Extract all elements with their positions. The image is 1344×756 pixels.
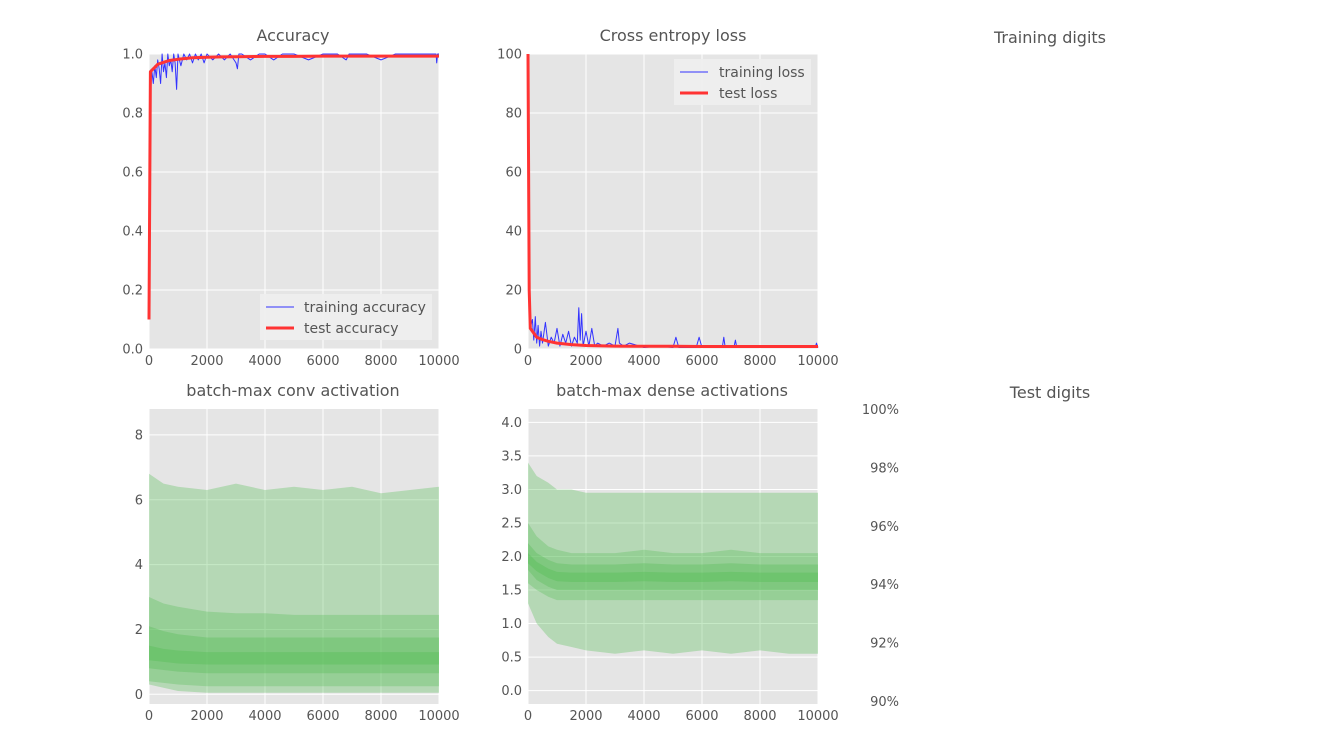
loss-series-training-loss bbox=[527, 53, 819, 348]
training-loss-legend-label: training loss bbox=[719, 65, 805, 81]
dense-ytick-label: 1.5 bbox=[501, 584, 522, 599]
loss-xtick-label: 10000 bbox=[797, 354, 838, 369]
loss-xtick-label: 2000 bbox=[569, 354, 602, 369]
accuracy-legend-box bbox=[260, 294, 432, 340]
dense-xtick-label: 0 bbox=[524, 709, 532, 724]
conv-plot-area bbox=[149, 409, 439, 704]
loss-ytick-label: 0 bbox=[514, 343, 522, 358]
loss-ytick-label: 80 bbox=[505, 107, 522, 122]
training-digits-title: Training digits bbox=[993, 28, 1106, 47]
dense-band-median bbox=[528, 553, 818, 582]
dense-xtick-label: 8000 bbox=[743, 709, 776, 724]
dense-band-inner bbox=[528, 543, 818, 590]
dense-xtick-label: 4000 bbox=[627, 709, 660, 724]
dense-ytick-label: 2.0 bbox=[501, 550, 522, 565]
dense-xtick-label: 6000 bbox=[685, 709, 718, 724]
loss-legend-box bbox=[674, 59, 811, 105]
test-loss-legend-label: test loss bbox=[719, 86, 777, 102]
conv-band-median bbox=[149, 645, 439, 665]
test-accuracy-legend-label: test accuracy bbox=[304, 321, 399, 337]
dense-ytick-label: 4.0 bbox=[501, 416, 522, 431]
test-digits-scale-label: 90% bbox=[870, 695, 899, 710]
conv-ytick-label: 0 bbox=[135, 688, 143, 703]
conv-ytick-label: 8 bbox=[135, 428, 143, 443]
accuracy-title: Accuracy bbox=[256, 26, 329, 45]
accuracy-xtick-label: 8000 bbox=[364, 354, 397, 369]
dense-activation-chart: 0 2000 4000 6000 8000 10000 0.0 0.5 1.0 1.5 2.0 2.… bbox=[501, 381, 838, 724]
loss-series-test-loss bbox=[526, 53, 818, 348]
accuracy-ytick-label: 1.0 bbox=[122, 48, 143, 63]
accuracy-ytick-label: 0.8 bbox=[122, 107, 143, 122]
dense-ytick-label: 2.5 bbox=[501, 516, 522, 531]
conv-title: batch-max conv activation bbox=[186, 381, 399, 400]
accuracy-ytick-label: 0.2 bbox=[122, 284, 143, 299]
conv-xtick-label: 4000 bbox=[248, 709, 281, 724]
conv-band-outer bbox=[149, 473, 439, 693]
dense-band-outer bbox=[528, 462, 818, 654]
test-digits-scale: 100% 98% 96% 94% 92% 90% bbox=[862, 403, 899, 710]
accuracy-ytick-label: 0.0 bbox=[122, 343, 143, 358]
loss-ytick-label: 40 bbox=[505, 225, 522, 240]
accuracy-xtick-label: 0 bbox=[145, 354, 153, 369]
loss-xtick-label: 4000 bbox=[627, 354, 660, 369]
loss-chart: 0 2000 4000 6000 8000 10000 0 20 40 60 80 100 Cros… bbox=[497, 26, 839, 369]
accuracy-xtick-label: 6000 bbox=[306, 354, 339, 369]
test-digits-scale-label: 98% bbox=[870, 461, 899, 476]
loss-legend: training loss test loss bbox=[674, 59, 811, 105]
loss-xtick-label: 8000 bbox=[743, 354, 776, 369]
test-digits-scale-label: 92% bbox=[870, 637, 899, 652]
test-digits-scale-label: 96% bbox=[870, 520, 899, 535]
loss-ytick-label: 20 bbox=[505, 284, 522, 299]
accuracy-xtick-label: 2000 bbox=[190, 354, 223, 369]
accuracy-xtick-label: 10000 bbox=[418, 354, 459, 369]
test-digits-scale-label: 100% bbox=[862, 403, 899, 418]
dense-xtick-label: 2000 bbox=[569, 709, 602, 724]
test-digits-scale-label: 94% bbox=[870, 578, 899, 593]
loss-title: Cross entropy loss bbox=[600, 26, 747, 45]
conv-band-mid bbox=[149, 597, 439, 687]
conv-ytick-label: 4 bbox=[135, 558, 143, 573]
loss-xtick-label: 6000 bbox=[685, 354, 718, 369]
conv-ytick-label: 2 bbox=[135, 623, 143, 638]
loss-xtick-label: 0 bbox=[524, 354, 532, 369]
dense-xtick-label: 10000 bbox=[797, 709, 838, 724]
conv-band-inner bbox=[149, 626, 439, 674]
conv-xtick-label: 0 bbox=[145, 709, 153, 724]
conv-xtick-label: 2000 bbox=[190, 709, 223, 724]
conv-activation-chart: 0 2000 4000 6000 8000 10000 0 2 4 6 8 batch-max c… bbox=[135, 381, 460, 724]
accuracy-xtick-label: 4000 bbox=[248, 354, 281, 369]
accuracy-chart: 0 2000 4000 6000 8000 10000 0.0 0.2 0.4 0.6 0.8 1.… bbox=[122, 26, 459, 369]
training-accuracy-legend-label: training accuracy bbox=[304, 300, 426, 316]
dense-ytick-label: 3.5 bbox=[501, 449, 522, 464]
conv-xtick-label: 10000 bbox=[418, 709, 459, 724]
dense-title: batch-max dense activations bbox=[556, 381, 788, 400]
conv-xtick-label: 8000 bbox=[364, 709, 397, 724]
dense-ytick-label: 0.5 bbox=[501, 651, 522, 666]
dense-ytick-label: 0.0 bbox=[501, 684, 522, 699]
conv-xtick-label: 6000 bbox=[306, 709, 339, 724]
loss-ytick-label: 100 bbox=[497, 48, 522, 63]
conv-ytick-label: 6 bbox=[135, 493, 143, 508]
dense-ytick-label: 3.0 bbox=[501, 483, 522, 498]
accuracy-series-test-accuracy bbox=[147, 54, 439, 320]
accuracy-ytick-label: 0.6 bbox=[122, 166, 143, 181]
dense-ytick-label: 1.0 bbox=[501, 617, 522, 632]
accuracy-legend: training accuracy test accuracy bbox=[260, 294, 432, 340]
accuracy-ytick-label: 0.4 bbox=[122, 225, 143, 240]
dense-band-mid bbox=[528, 523, 818, 601]
test-digits-title: Test digits bbox=[1009, 383, 1090, 402]
loss-ytick-label: 60 bbox=[505, 166, 522, 181]
